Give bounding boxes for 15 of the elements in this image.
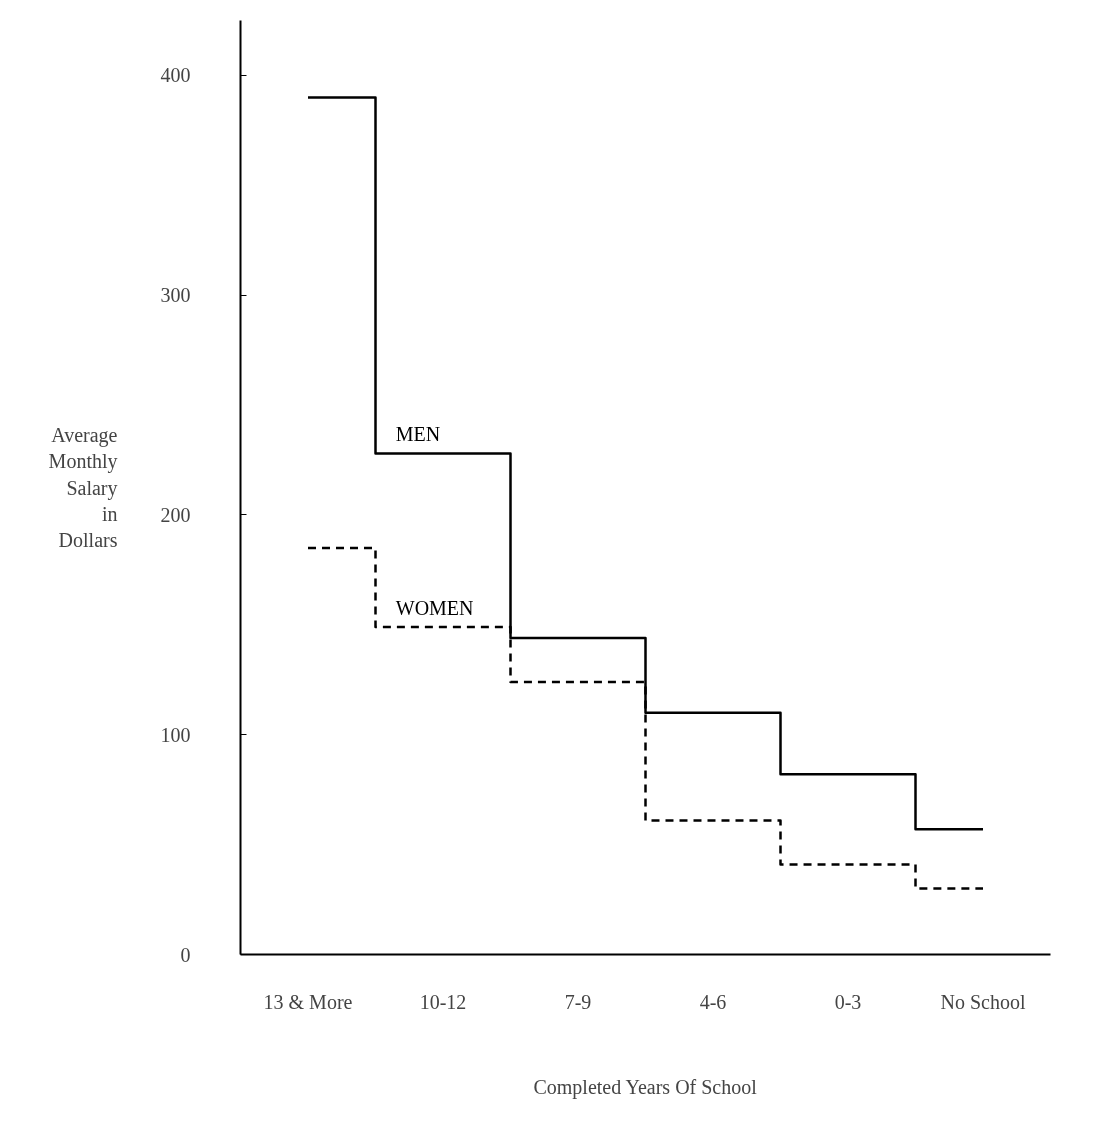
- x-tick-label: 4-6: [699, 990, 727, 1013]
- series-label: WOMEN: [395, 597, 474, 620]
- x-axis-title: Completed Years Of School: [533, 1075, 758, 1099]
- x-tick-label: 7-9: [564, 990, 592, 1013]
- y-tick-label: 100: [160, 723, 191, 746]
- y-tick-label: 200: [160, 503, 191, 526]
- y-axis-title: Average Monthly Salary in Dollars: [48, 423, 118, 552]
- x-tick-label: No School: [940, 990, 1026, 1013]
- y-tick-label: 0: [180, 943, 191, 966]
- y-tick-label: 400: [160, 64, 191, 87]
- x-tick-label: 0-3: [834, 990, 862, 1013]
- series-label: MEN: [395, 423, 441, 446]
- y-tick-label: 300: [160, 284, 191, 307]
- x-tick-label: 10-12: [419, 990, 467, 1013]
- x-tick-label: 13 & More: [263, 990, 353, 1013]
